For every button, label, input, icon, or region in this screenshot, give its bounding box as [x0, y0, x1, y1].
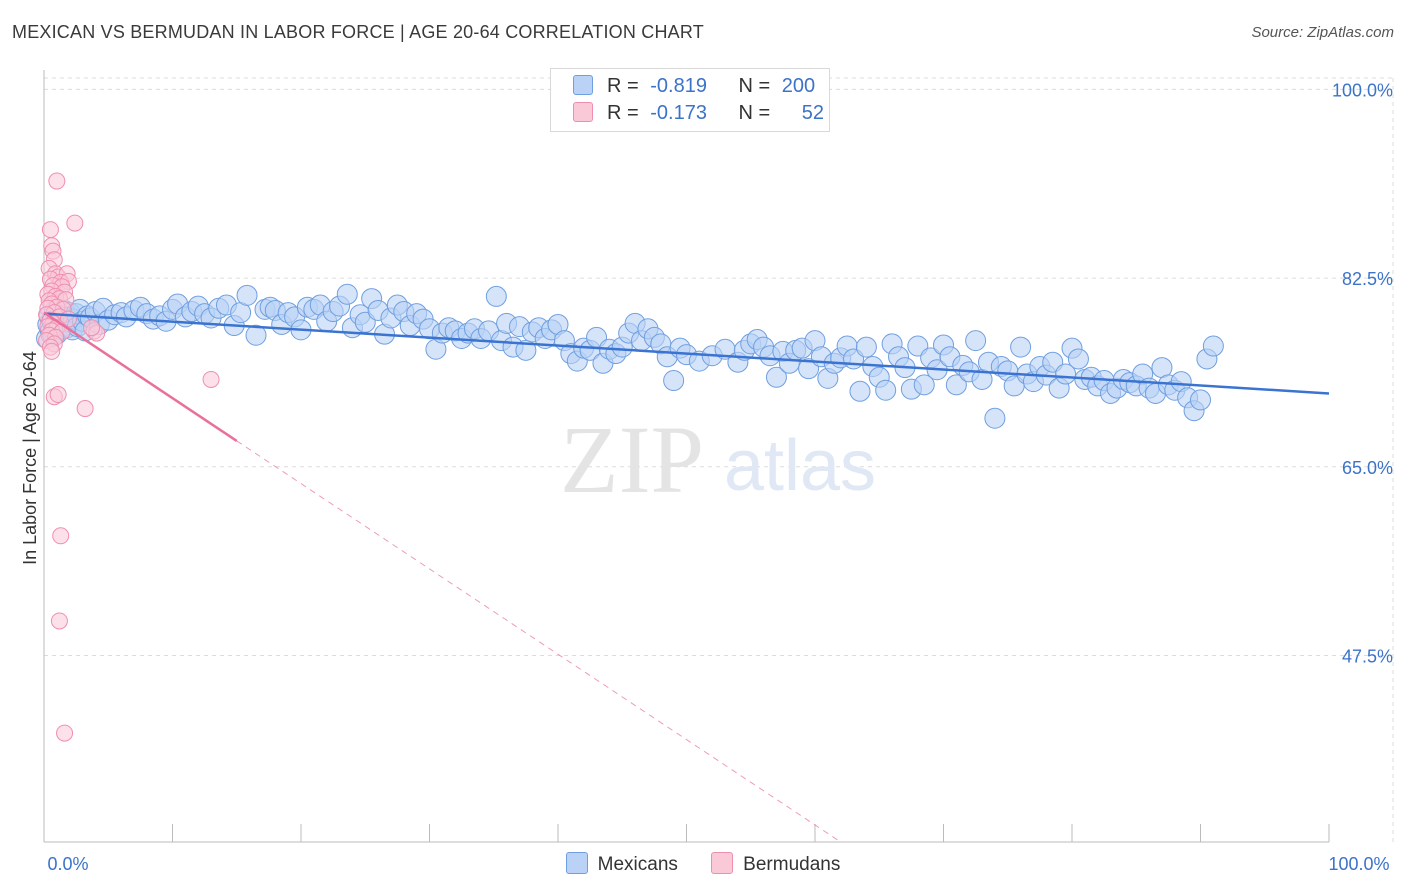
point-mexican [945, 374, 967, 396]
x-tick-label-start: 0.0% [47, 854, 88, 874]
point-bermudan [66, 214, 84, 232]
point-bermudan [49, 386, 67, 404]
x-tick-label-end: 100.0% [1328, 854, 1389, 874]
point-mexican [875, 379, 897, 401]
legend-swatch-bermudans [573, 102, 593, 122]
trend-layer [43, 311, 1330, 843]
point-bermudan [56, 724, 74, 742]
grid-layer [44, 77, 1395, 842]
label-layer: 100.0% 82.5% 65.0% 47.5% 0.0% 100.0% In Labor … [20, 80, 1393, 874]
legend-r-label: R = [607, 75, 639, 97]
legend-item-mexicans[interactable]: Mexicans [565, 852, 678, 876]
trendline-mexicans [43, 312, 1330, 395]
series-bermudans [38, 172, 220, 742]
y-tick-label: 47.5% [1342, 646, 1393, 666]
point-bermudan [52, 527, 70, 545]
legend-n-label: N = [738, 75, 771, 97]
point-bermudan [41, 221, 59, 239]
point-mexican [485, 285, 507, 307]
point-mexican [913, 374, 935, 396]
point-mexican [1055, 363, 1077, 385]
trendline-bermudans [43, 311, 238, 442]
correlation-legend: R = -0.819 N = 200 R = -0.173 N = 52 [550, 68, 830, 132]
legend-r-value: -0.173 [650, 102, 707, 124]
point-mexican [849, 380, 871, 402]
legend-swatch-mexicans [565, 852, 588, 874]
point-mexican [1067, 348, 1089, 370]
source-label: Source: ZipAtlas.com [1251, 24, 1394, 41]
legend-r-label: R = [607, 102, 639, 124]
legend-swatch-mexicans [573, 75, 593, 95]
point-mexican [336, 283, 358, 305]
point-bermudan [76, 400, 94, 418]
series-legend: Mexicans Bermudans [0, 852, 1406, 876]
legend-r-value: -0.819 [650, 75, 707, 97]
point-mexican [1190, 389, 1211, 411]
point-mexican [1010, 336, 1032, 358]
legend-label-bermudans: Bermudans [743, 854, 841, 875]
legend-swatch-bermudans [711, 852, 734, 874]
legend-row-bermudans: R = -0.173 N = 52 [573, 102, 824, 125]
point-mexican [984, 407, 1006, 429]
point-bermudan [50, 612, 68, 630]
y-tick-label: 100.0% [1332, 80, 1393, 100]
point-mexican [236, 284, 258, 306]
legend-row-mexicans: R = -0.819 N = 200 [573, 75, 815, 98]
point-mexican [663, 370, 685, 392]
chart-title: MEXICAN VS BERMUDAN IN LABOR FORCE | AGE… [12, 22, 704, 42]
y-axis-label: In Labor Force | Age 20-64 [20, 351, 40, 565]
legend-n-label: N = [738, 102, 771, 124]
point-mexican [515, 339, 537, 361]
watermark-zip: ZIP [560, 406, 704, 513]
point-bermudan [43, 342, 61, 360]
point-mexican [965, 330, 987, 352]
point-mexican [765, 366, 787, 388]
point-mexican [1202, 335, 1224, 357]
point-mexican [245, 324, 267, 346]
legend-item-bermudans[interactable]: Bermudans [711, 852, 840, 876]
point-bermudan [48, 172, 66, 190]
point-mexican [855, 336, 877, 358]
legend-n-value: 200 [781, 75, 816, 97]
y-tick-label: 82.5% [1342, 269, 1393, 289]
legend-n-value: 52 [801, 102, 825, 124]
watermark-atlas: atlas [724, 426, 876, 506]
point-bermudan [202, 370, 220, 388]
axes-layer [43, 70, 1330, 843]
point-bermudan [83, 319, 101, 337]
y-tick-label: 65.0% [1342, 458, 1393, 478]
legend-label-mexicans: Mexicans [597, 854, 678, 875]
series-layer [36, 172, 1224, 742]
